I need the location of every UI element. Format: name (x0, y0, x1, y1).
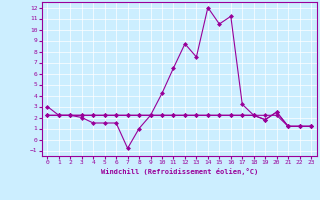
X-axis label: Windchill (Refroidissement éolien,°C): Windchill (Refroidissement éolien,°C) (100, 168, 258, 175)
